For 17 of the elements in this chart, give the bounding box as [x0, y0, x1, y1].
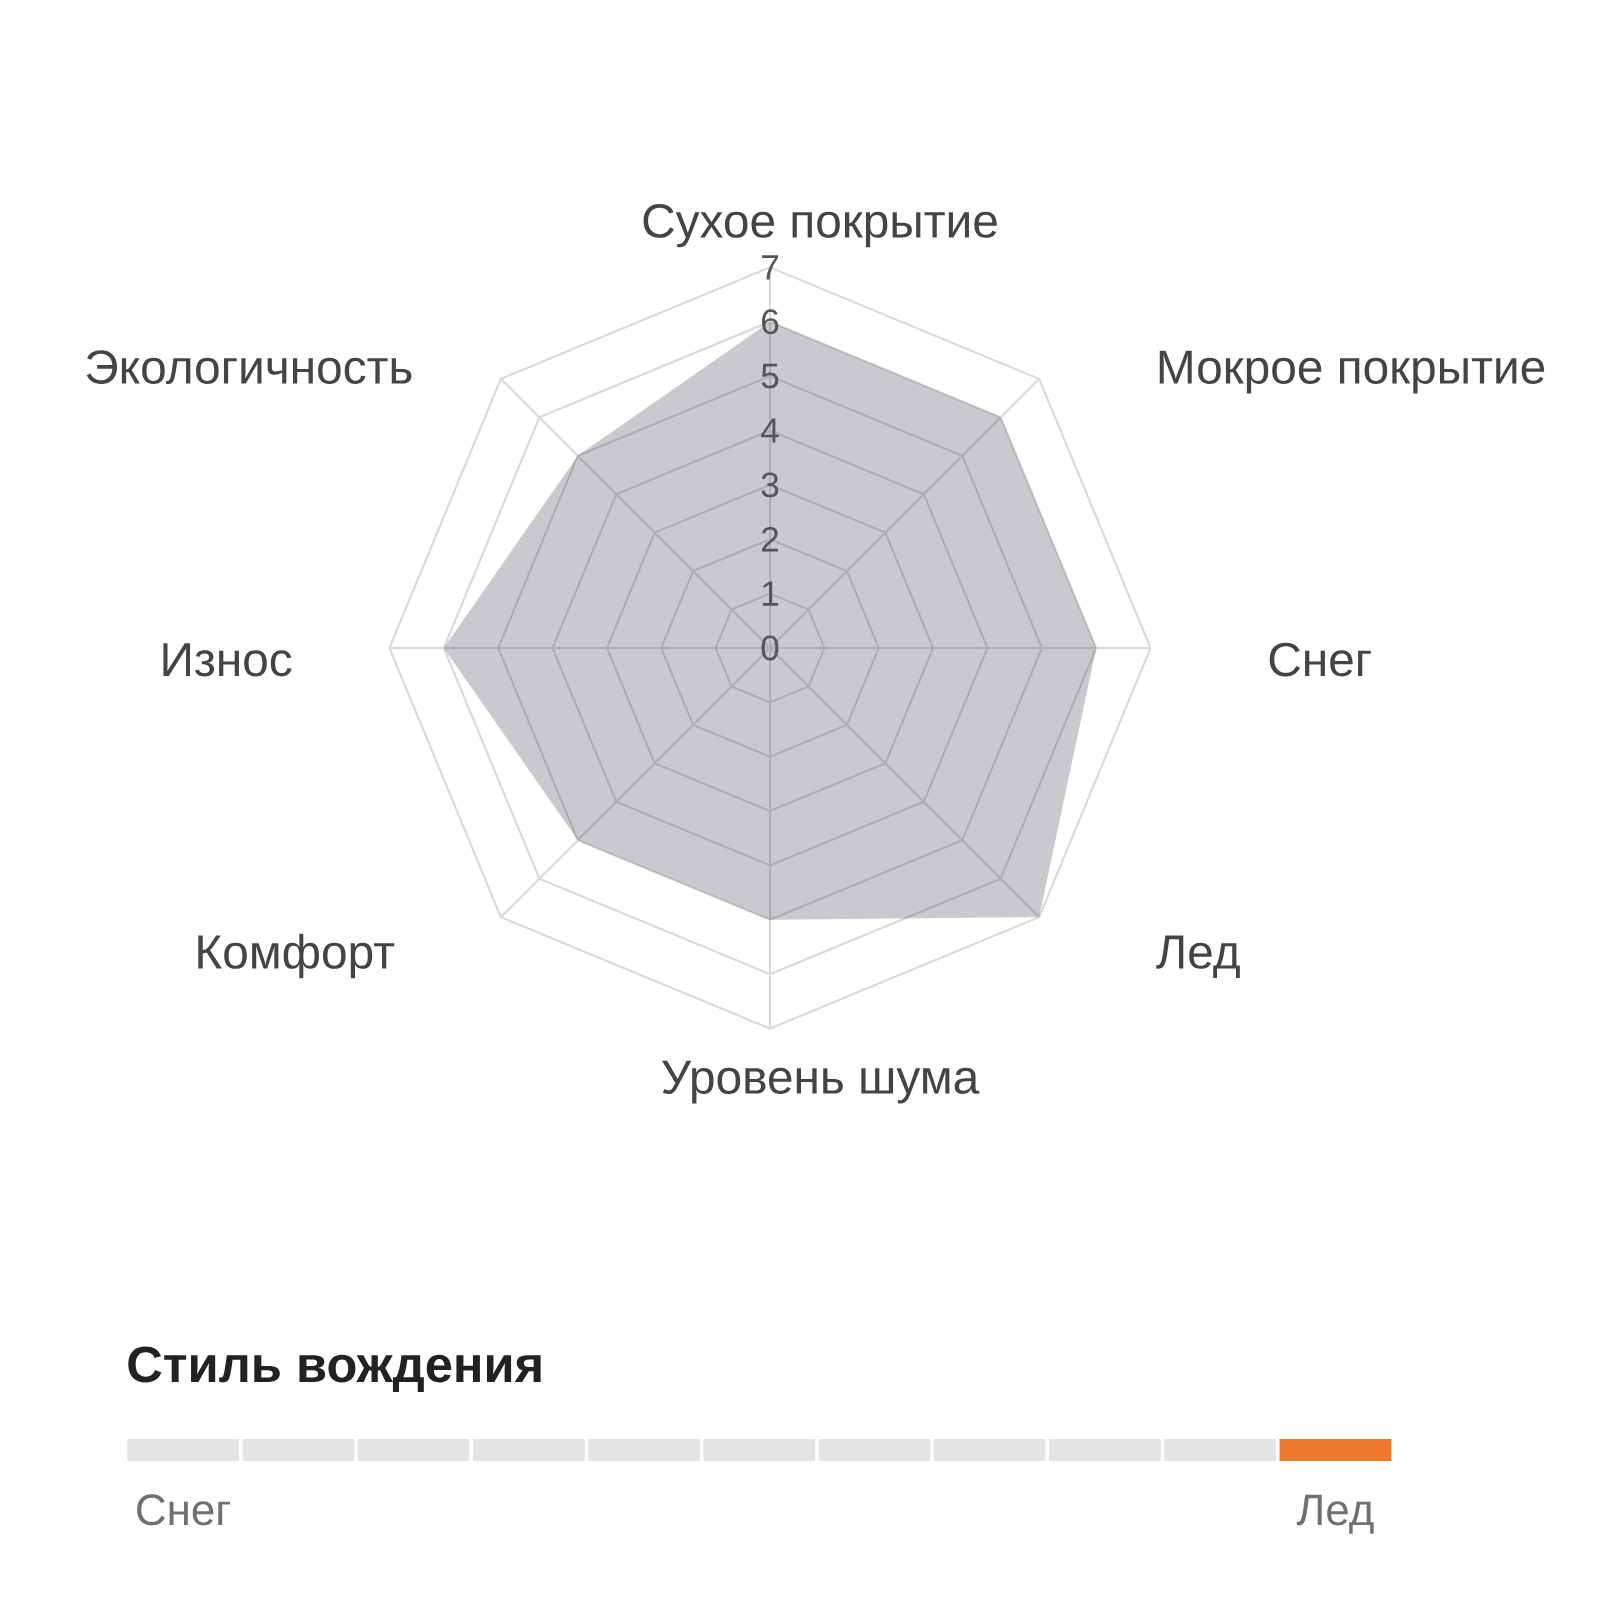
spoke-label: Мокрое покрытие: [1159, 350, 1545, 394]
spoke-label: Лед: [1156, 935, 1240, 978]
y-tick-label: 6: [762, 309, 779, 335]
spoke-label: Износ: [163, 643, 292, 677]
spoke-label: Комфорт: [198, 933, 395, 979]
y-tick-label: 5: [761, 363, 779, 389]
y-tick-label: 2: [762, 526, 779, 552]
spoke-label: Экологичность: [86, 350, 412, 384]
y-tick-label: 7: [762, 255, 779, 280]
chart-title: Стиль вождения: [128, 1346, 541, 1392]
y-tick-label: 1: [762, 581, 779, 606]
y-tick-label: 4: [761, 418, 779, 443]
spoke-label: Сухое покрытие: [643, 204, 997, 248]
y-tick-label: 0: [761, 635, 779, 661]
spoke-label: Снег: [1269, 642, 1371, 677]
spoke-label: Уровень шума: [662, 1060, 980, 1104]
y-tick-label: 3: [761, 472, 779, 498]
